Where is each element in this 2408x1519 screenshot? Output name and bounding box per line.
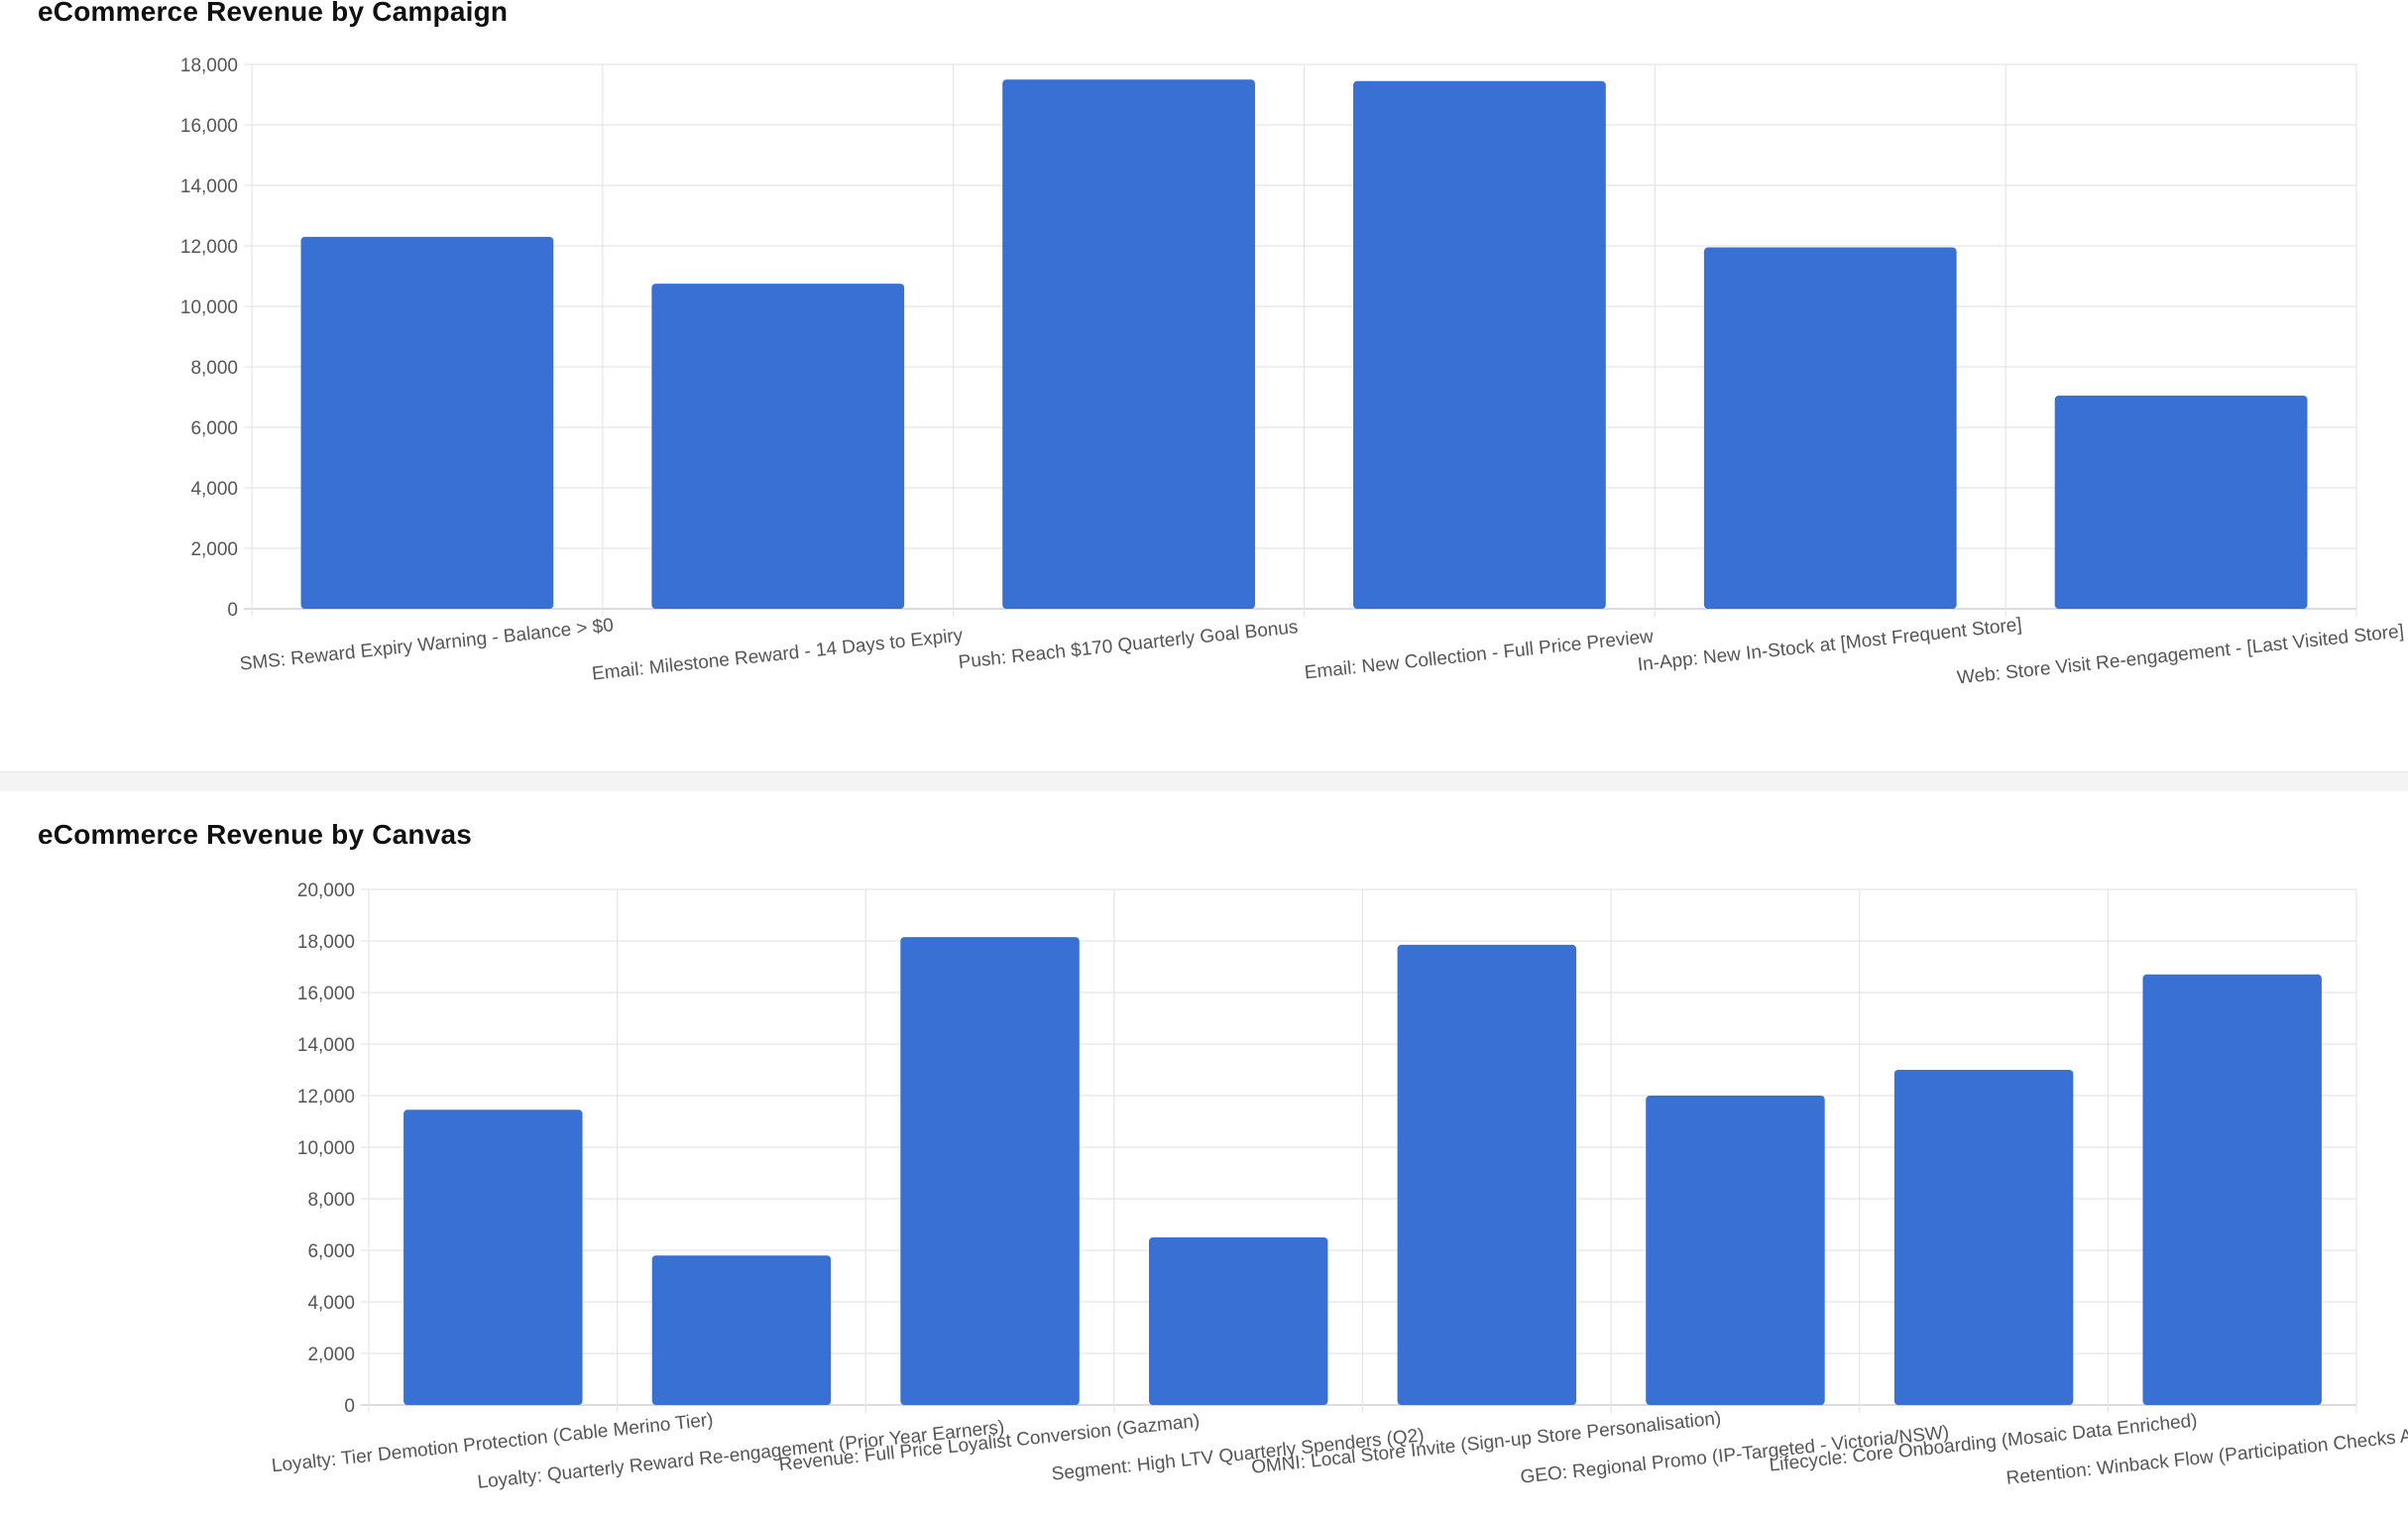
y-tick-label: 0 [344,1396,355,1417]
canvas-revenue-panel: eCommerce Revenue by Canvas 0 2,000 4,000 6… [0,791,2408,1519]
x-category-label: SMS: Reward Expiry Warning - Balance > $… [239,615,615,674]
y-tick-label: 6,000 [307,1241,355,1262]
y-tick-label: 4,000 [307,1293,355,1314]
bar [2142,974,2322,1405]
bar [300,236,554,609]
y-tick-label: 10,000 [180,297,238,318]
x-category-label: Email: Milestone Reward - 14 Days to Exp… [591,625,965,684]
y-tick-label: 8,000 [307,1190,355,1211]
y-tick-label: 20,000 [297,880,355,901]
y-tick-label: 2,000 [190,539,238,560]
x-category-label: Push: Reach $170 Quarterly Goal Bonus [958,617,1300,673]
bar [651,1255,832,1405]
campaign-revenue-chart: 0 2,000 4,000 6,000 8,000 10,000 12,000 14,000 1… [180,56,2405,689]
y-tick-label: 14,000 [297,1035,355,1056]
y-tick-label: 12,000 [297,1087,355,1108]
bar [1646,1096,1825,1405]
bar [1148,1237,1328,1405]
y-tick-label: 0 [227,600,238,621]
y-tick-label: 18,000 [180,56,238,76]
bar [1893,1070,2074,1405]
canvas-revenue-chart: 0 2,000 4,000 6,000 8,000 10,000 12,000 14,000 1… [271,880,2408,1493]
y-tick-label: 18,000 [297,932,355,953]
x-category-label: Email: New Collection - Full Price Previ… [1304,627,1655,684]
bar [2054,395,2308,609]
bar [403,1110,583,1405]
bar [1353,80,1606,609]
chart-title-campaign: eCommerce Revenue by Campaign [38,0,509,27]
x-category-label: Web: Store Visit Re-engagement - [Last V… [1956,621,2405,688]
bar [1703,247,1957,609]
panel-divider [0,771,2408,793]
y-tick-label: 4,000 [190,479,238,500]
bar [1397,944,1577,1405]
y-tick-label: 16,000 [180,116,238,137]
bar [651,284,905,609]
y-tick-label: 2,000 [307,1344,355,1365]
y-tick-label: 12,000 [180,237,238,258]
bar [1002,79,1255,609]
bar [900,937,1080,1405]
y-tick-label: 8,000 [190,358,238,379]
y-tick-label: 6,000 [190,418,238,439]
campaign-revenue-panel: eCommerce Revenue by Campaign 0 2,000 4,00… [38,0,2405,689]
chart-title-canvas: eCommerce Revenue by Canvas [38,819,473,850]
y-tick-label: 14,000 [180,176,238,197]
y-tick-label: 10,000 [297,1138,355,1159]
y-tick-label: 16,000 [297,984,355,1004]
